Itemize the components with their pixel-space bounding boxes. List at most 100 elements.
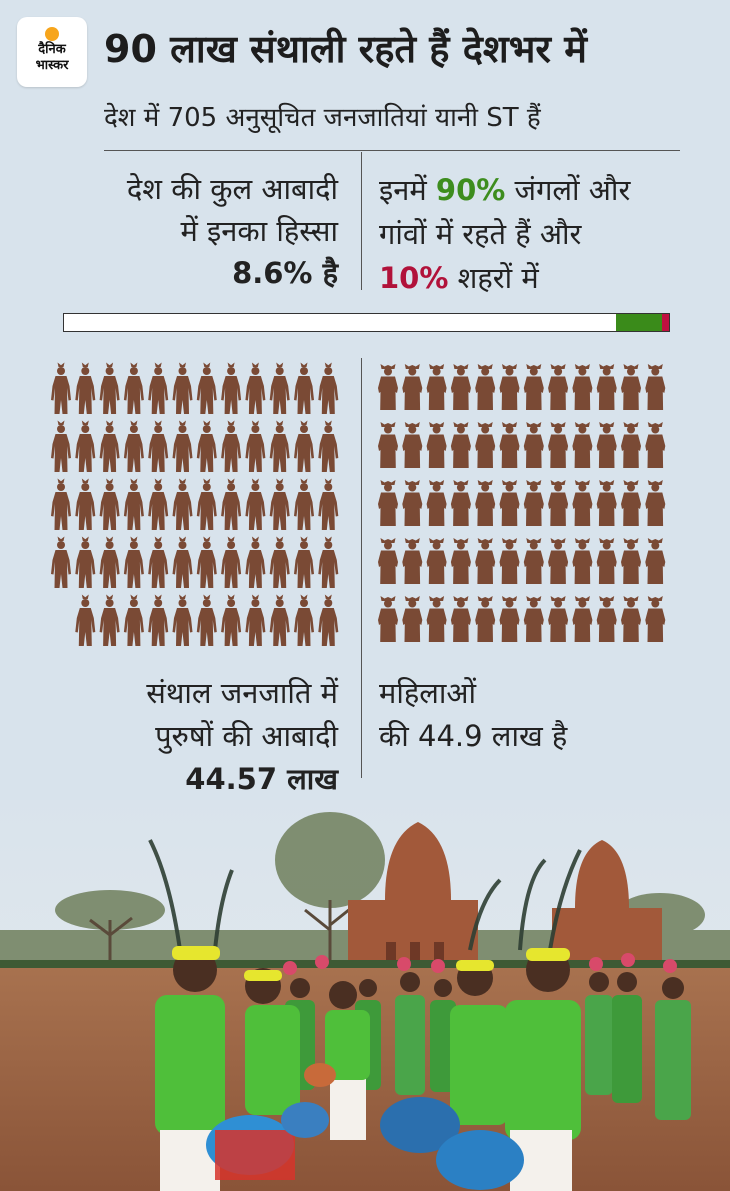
forest-bar-segment bbox=[616, 314, 662, 331]
man-icon bbox=[148, 536, 169, 588]
man-icon bbox=[123, 478, 144, 530]
woman-icon bbox=[548, 364, 569, 410]
woman-icon bbox=[596, 422, 617, 468]
woman-icon bbox=[621, 538, 641, 584]
man-icon bbox=[172, 362, 193, 414]
woman-icon bbox=[523, 422, 544, 468]
man-icon bbox=[99, 536, 120, 588]
men-icon-group bbox=[51, 362, 339, 646]
man-icon bbox=[99, 594, 120, 646]
man-icon bbox=[294, 478, 314, 530]
woman-icon bbox=[596, 364, 617, 410]
woman-icon bbox=[402, 596, 423, 642]
man-icon bbox=[318, 478, 339, 530]
man-icon bbox=[75, 536, 96, 588]
man-icon bbox=[99, 478, 120, 530]
settlement-line1: इनमें 90% जंगलों और bbox=[379, 168, 719, 212]
woman-icon bbox=[426, 538, 447, 584]
woman-icon bbox=[645, 422, 666, 468]
population-share-value: 8.6% है bbox=[232, 256, 338, 290]
women-icon-group bbox=[378, 364, 666, 642]
man-icon bbox=[221, 478, 242, 530]
woman-icon bbox=[572, 596, 593, 642]
woman-icon bbox=[572, 538, 593, 584]
settlement-line1-rest: जंगलों और bbox=[505, 173, 631, 207]
woman-icon bbox=[402, 422, 423, 468]
woman-icon bbox=[378, 538, 398, 584]
man-icon bbox=[172, 420, 193, 472]
man-icon bbox=[196, 478, 217, 530]
man-icon bbox=[221, 536, 242, 588]
woman-icon bbox=[499, 480, 520, 526]
man-icon bbox=[172, 536, 193, 588]
man-icon bbox=[318, 536, 339, 588]
man-icon bbox=[318, 594, 339, 646]
woman-icon bbox=[475, 364, 496, 410]
man-icon bbox=[75, 594, 96, 646]
man-icon bbox=[148, 362, 169, 414]
man-icon bbox=[123, 420, 144, 472]
woman-icon bbox=[475, 538, 496, 584]
man-icon bbox=[172, 594, 193, 646]
woman-icon bbox=[523, 480, 544, 526]
woman-icon bbox=[523, 538, 544, 584]
man-icon bbox=[196, 594, 217, 646]
settlement-text: इनमें 90% जंगलों और गांवों में रहते हैं … bbox=[379, 168, 719, 300]
woman-icon bbox=[645, 364, 666, 410]
woman-icon bbox=[645, 480, 666, 526]
woman-icon bbox=[450, 480, 471, 526]
man-icon bbox=[318, 420, 339, 472]
woman-icon bbox=[572, 364, 593, 410]
man-icon bbox=[123, 536, 144, 588]
woman-icon bbox=[426, 364, 447, 410]
settlement-progress-bar bbox=[63, 313, 670, 332]
woman-icon bbox=[450, 538, 471, 584]
population-share-line2: में इनका हिस्सा bbox=[180, 214, 339, 248]
urban-bar-segment bbox=[661, 314, 669, 331]
stats-divider bbox=[361, 152, 362, 290]
man-icon bbox=[269, 478, 290, 530]
woman-icon bbox=[378, 480, 398, 526]
man-icon bbox=[245, 536, 266, 588]
woman-icon bbox=[499, 596, 520, 642]
sun-icon bbox=[45, 27, 59, 41]
man-icon bbox=[172, 478, 193, 530]
woman-icon bbox=[450, 364, 471, 410]
women-population-caption: महिलाओं की 44.9 लाख है bbox=[379, 672, 709, 758]
man-icon bbox=[294, 536, 314, 588]
dainik-bhaskar-logo: दैनिक भास्कर bbox=[17, 17, 87, 87]
pictogram-divider bbox=[361, 358, 362, 778]
man-icon bbox=[51, 536, 71, 588]
women-caption-line1: महिलाओं bbox=[379, 676, 477, 710]
woman-icon bbox=[523, 596, 544, 642]
woman-icon bbox=[426, 596, 447, 642]
logo-text-line1: दैनिक bbox=[38, 42, 66, 57]
man-icon bbox=[99, 420, 120, 472]
population-pictogram bbox=[51, 362, 666, 646]
woman-icon bbox=[402, 538, 423, 584]
page-subtitle: देश में 705 अनुसूचित जनजातियां यानी ST ह… bbox=[104, 103, 541, 133]
woman-icon bbox=[402, 364, 423, 410]
woman-icon bbox=[450, 422, 471, 468]
man-icon bbox=[51, 362, 71, 414]
man-icon bbox=[269, 536, 290, 588]
woman-icon bbox=[499, 422, 520, 468]
man-icon bbox=[245, 478, 266, 530]
settlement-line3: 10% शहरों में bbox=[379, 256, 719, 300]
man-icon bbox=[75, 420, 96, 472]
woman-icon bbox=[426, 422, 447, 468]
man-icon bbox=[196, 362, 217, 414]
woman-icon bbox=[596, 480, 617, 526]
man-icon bbox=[221, 362, 242, 414]
man-icon bbox=[123, 594, 144, 646]
man-icon bbox=[294, 594, 314, 646]
page-title: 90 लाख संथाली रहते हैं देशभर में bbox=[104, 27, 587, 71]
man-icon bbox=[148, 420, 169, 472]
woman-icon bbox=[572, 480, 593, 526]
man-icon bbox=[148, 478, 169, 530]
woman-icon bbox=[621, 596, 641, 642]
settlement-line2: गांवों में रहते हैं और bbox=[379, 217, 582, 251]
man-icon bbox=[75, 362, 96, 414]
men-population-value: 44.57 लाख bbox=[185, 762, 338, 796]
woman-icon bbox=[621, 480, 641, 526]
